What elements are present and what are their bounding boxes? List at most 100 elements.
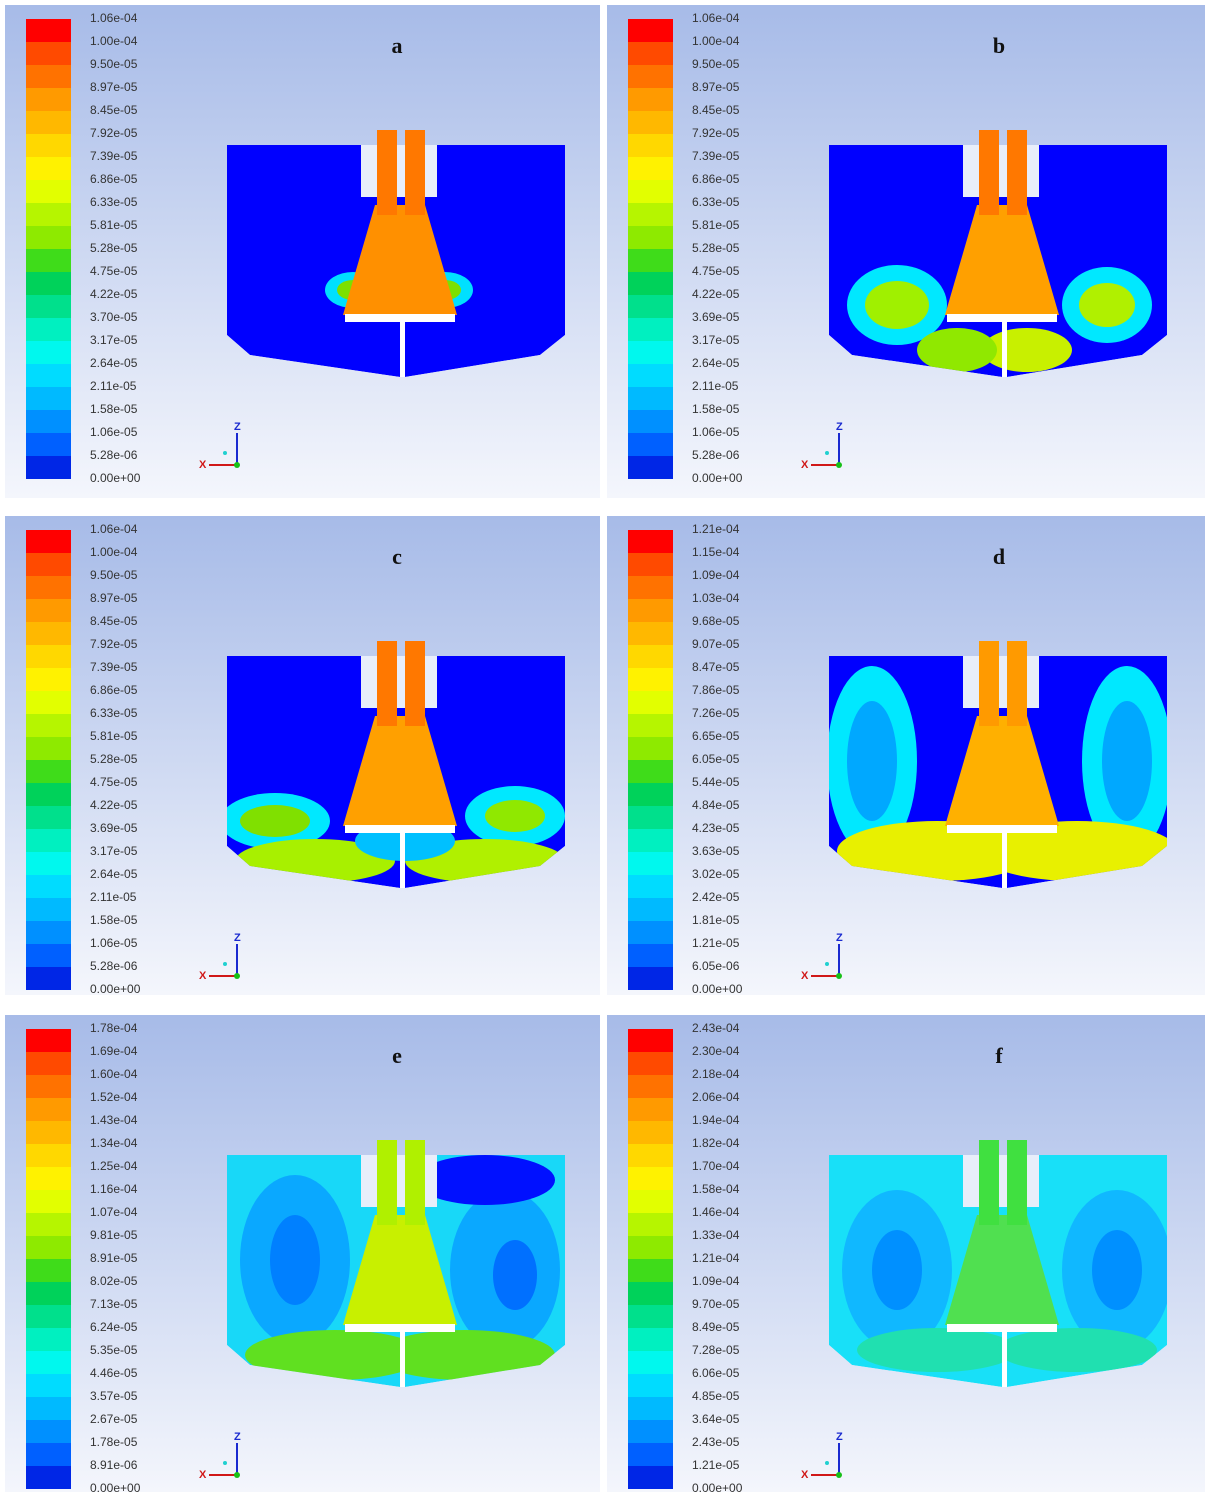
panel-label: a <box>392 33 403 58</box>
colorbar-label: 8.45e-05 <box>692 103 740 117</box>
triad-z-label: Z <box>836 1431 843 1443</box>
tank <box>829 1145 1172 1392</box>
colorbar-swatch <box>26 760 71 783</box>
colorbar-swatch <box>628 387 673 410</box>
colorbar-swatch <box>628 1374 673 1397</box>
colorbar-swatch <box>26 111 71 134</box>
colorbar-label: 0.00e+00 <box>692 1481 743 1492</box>
contour-region <box>872 1230 922 1310</box>
colorbar-swatch <box>628 19 673 42</box>
colorbar-swatch <box>26 1075 71 1098</box>
colorbar-label: 1.21e-05 <box>692 1458 740 1472</box>
triad-y <box>223 451 227 455</box>
colorbar-label: 6.33e-05 <box>692 195 740 209</box>
colorbar-swatch <box>26 691 71 714</box>
colorbar-swatch <box>628 1167 673 1190</box>
colorbar-label: 9.50e-05 <box>90 568 138 582</box>
colorbar-swatch <box>628 456 673 479</box>
center-gap <box>1002 1332 1007 1392</box>
colorbar-label: 8.97e-05 <box>90 80 138 94</box>
colorbar-label: 1.82e-04 <box>692 1136 740 1150</box>
colorbar-label: 1.15e-04 <box>692 545 740 559</box>
colorbar-swatch <box>26 180 71 203</box>
colorbar-swatch <box>628 1052 673 1075</box>
colorbar-swatch <box>26 272 71 295</box>
panel: 2.43e-042.30e-042.18e-042.06e-041.94e-04… <box>607 1015 1205 1492</box>
colorbar-label: 2.06e-04 <box>692 1090 740 1104</box>
contour-region <box>1102 701 1152 821</box>
colorbar-swatch <box>26 203 71 226</box>
triad-x-label: X <box>801 1469 809 1481</box>
colorbar-swatch <box>628 1121 673 1144</box>
colorbar-swatch <box>26 737 71 760</box>
colorbar-label: 3.69e-05 <box>90 821 138 835</box>
colorbar-swatch <box>26 364 71 387</box>
panel-label: f <box>995 1043 1003 1068</box>
colorbar-label: 1.06e-05 <box>692 425 740 439</box>
colorbar-label: 2.67e-05 <box>90 1412 138 1426</box>
colorbar-swatch <box>26 1098 71 1121</box>
colorbar-label: 1.81e-05 <box>692 913 740 927</box>
colorbar-swatch <box>628 157 673 180</box>
triad-z-label: Z <box>836 421 843 433</box>
triad-origin <box>836 1472 842 1478</box>
panel-label: d <box>993 544 1005 569</box>
colorbar-swatch <box>628 364 673 387</box>
colorbar-swatch <box>628 272 673 295</box>
colorbar-label: 3.69e-05 <box>692 310 740 324</box>
colorbar-label: 2.30e-04 <box>692 1044 740 1058</box>
colorbar-swatch <box>26 921 71 944</box>
colorbar-label: 6.33e-05 <box>90 706 138 720</box>
colorbar-swatch <box>26 668 71 691</box>
colorbar-label: 1.00e-04 <box>692 34 740 48</box>
colorbar-label: 0.00e+00 <box>90 982 141 996</box>
colorbar-label: 8.47e-05 <box>692 660 740 674</box>
center-gap <box>1002 322 1007 382</box>
impeller-disk <box>947 825 1057 833</box>
colorbar-label: 7.92e-05 <box>90 637 138 651</box>
contour-region <box>485 800 545 832</box>
colorbar-label: 7.39e-05 <box>90 660 138 674</box>
colorbar-label: 2.11e-05 <box>90 890 137 904</box>
colorbar-swatch <box>628 553 673 576</box>
colorbar-swatch <box>26 1420 71 1443</box>
colorbar-swatch <box>26 88 71 111</box>
shaft-right <box>1007 641 1027 726</box>
colorbar-label: 2.64e-05 <box>90 356 138 370</box>
colorbar-label: 1.07e-04 <box>90 1205 138 1219</box>
colorbar-swatch <box>26 1236 71 1259</box>
colorbar-label: 4.46e-05 <box>90 1366 138 1380</box>
colorbar-swatch <box>26 1305 71 1328</box>
impeller-disk <box>345 1324 455 1332</box>
triad-z-label: Z <box>836 932 843 944</box>
impeller-disk <box>947 314 1057 322</box>
shaft-right <box>1007 1140 1027 1225</box>
colorbar-swatch <box>628 1443 673 1466</box>
colorbar-label: 8.91e-05 <box>90 1251 138 1265</box>
colorbar-label: 1.78e-04 <box>90 1021 138 1035</box>
colorbar-swatch <box>628 760 673 783</box>
contour-region <box>270 1215 320 1305</box>
colorbar-swatch <box>628 318 673 341</box>
contour-region <box>493 1240 537 1310</box>
colorbar-label: 2.43e-05 <box>692 1435 740 1449</box>
colorbar-label: 1.70e-04 <box>692 1159 740 1173</box>
colorbar-swatch <box>628 921 673 944</box>
colorbar-label: 1.46e-04 <box>692 1205 740 1219</box>
colorbar-swatch <box>26 622 71 645</box>
colorbar-label: 1.06e-04 <box>692 11 740 25</box>
colorbar-swatch <box>628 668 673 691</box>
colorbar-swatch <box>26 456 71 479</box>
panel-label: e <box>392 1043 402 1068</box>
colorbar-swatch <box>628 645 673 668</box>
colorbar-label: 1.00e-04 <box>90 34 138 48</box>
colorbar-label: 1.21e-04 <box>692 1251 740 1265</box>
colorbar-label: 1.33e-04 <box>692 1228 740 1242</box>
colorbar-swatch <box>26 576 71 599</box>
colorbar-swatch <box>26 65 71 88</box>
panel: 1.06e-041.00e-049.50e-058.97e-058.45e-05… <box>607 5 1205 498</box>
colorbar-label: 9.70e-05 <box>692 1297 740 1311</box>
colorbar-swatch <box>628 691 673 714</box>
colorbar-label: 4.75e-05 <box>90 264 138 278</box>
impeller-disk <box>345 825 455 833</box>
